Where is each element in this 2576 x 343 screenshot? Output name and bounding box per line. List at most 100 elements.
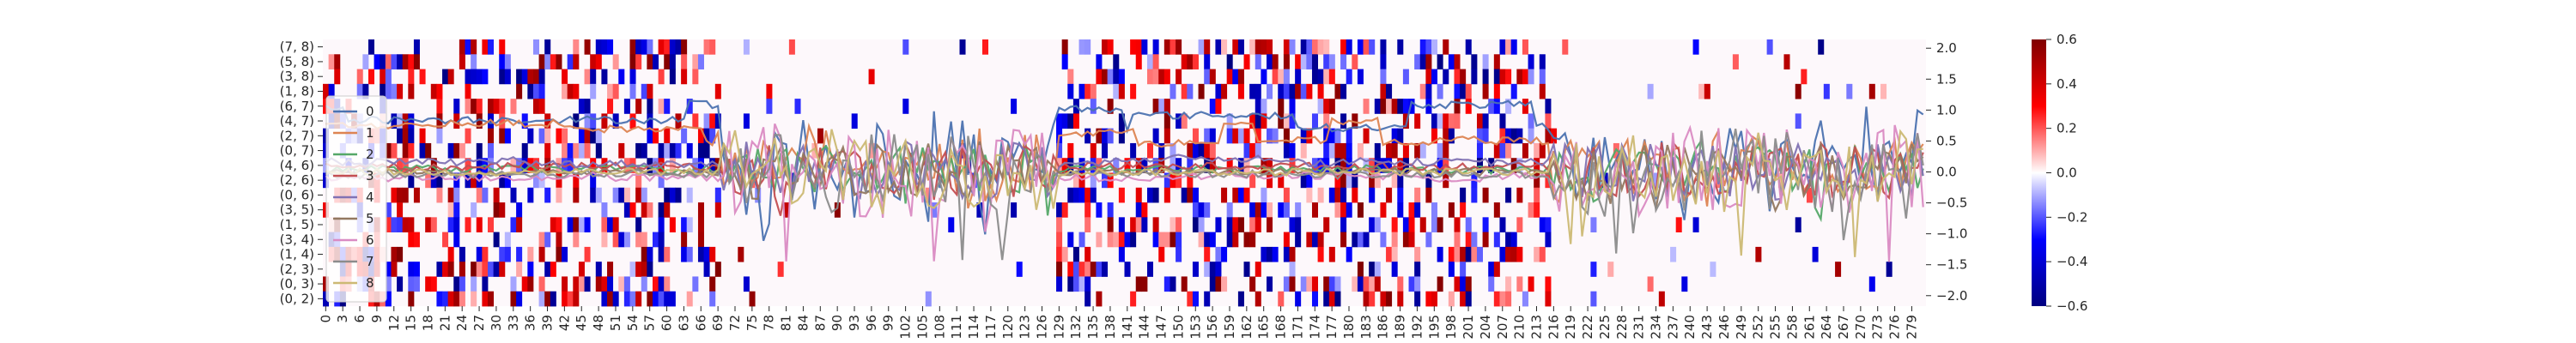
- heatmap-cell: [686, 246, 693, 262]
- y-tick-label: (0, 6): [280, 187, 314, 202]
- heatmap-cell: [1096, 291, 1103, 307]
- x-tick-label: 126: [1035, 315, 1050, 340]
- heatmap-cell: [1163, 232, 1170, 248]
- heatmap-cell: [1278, 172, 1285, 189]
- heatmap-cell: [1170, 83, 1176, 99]
- heatmap-cell: [1300, 83, 1307, 99]
- heatmap-cell: [368, 39, 374, 55]
- heatmap-cell: [1226, 54, 1233, 69]
- heatmap-cell: [1067, 262, 1074, 277]
- heatmap-cell: [692, 69, 699, 85]
- heatmap-cell: [1528, 276, 1534, 292]
- heatmap-cell: [1192, 202, 1199, 218]
- heatmap-cell: [532, 99, 539, 114]
- heatmap-cell: [1334, 172, 1341, 189]
- heatmap-cell: [703, 246, 710, 262]
- x-tick-label: 210: [1512, 315, 1528, 340]
- heatmap-cell: [1061, 158, 1068, 173]
- heatmap-cell: [652, 232, 659, 248]
- heatmap-cell: [1545, 232, 1552, 248]
- x-tick-label: 3: [335, 315, 350, 323]
- heatmap-cell: [1283, 113, 1290, 129]
- heatmap-cell: [1176, 246, 1182, 262]
- heatmap-cell: [1243, 187, 1250, 203]
- heatmap-cell: [1493, 83, 1500, 99]
- heatmap-cell: [1152, 69, 1159, 85]
- x-tick-label: 165: [1256, 315, 1272, 340]
- heatmap-cell: [482, 276, 489, 292]
- heatmap-cell: [430, 276, 437, 292]
- heatmap-cell: [647, 113, 653, 129]
- heatmap-cell: [1102, 128, 1109, 144]
- heatmap-cell: [1488, 276, 1495, 292]
- heatmap-cell: [607, 262, 614, 277]
- heatmap-cell: [601, 232, 608, 248]
- heatmap-cell: [1408, 99, 1415, 114]
- heatmap-cell: [686, 187, 693, 203]
- heatmap-cell: [1386, 99, 1393, 114]
- heatmap-cell: [1476, 142, 1483, 159]
- heatmap-cell: [1386, 142, 1393, 159]
- heatmap-cell: [1522, 142, 1528, 159]
- heatmap-cell: [1835, 262, 1842, 277]
- heatmap-cell: [1402, 142, 1409, 159]
- heatmap-cell: [1306, 187, 1313, 203]
- y-tick-label: (2, 3): [280, 262, 314, 277]
- heatmap-cell: [629, 291, 636, 307]
- heatmap-cell: [1437, 113, 1443, 129]
- heatmap-cell: [459, 142, 465, 159]
- heatmap-cell: [1545, 276, 1552, 292]
- heatmap-cell: [1072, 187, 1079, 203]
- heatmap-cell: [1278, 99, 1285, 114]
- heatmap-cell: [1397, 172, 1404, 189]
- heatmap-cell: [681, 39, 688, 55]
- heatmap-cell: [1056, 142, 1063, 159]
- heatmap-cell: [1243, 142, 1250, 159]
- heatmap-cell: [1482, 113, 1489, 129]
- heatmap-cell: [408, 128, 415, 144]
- heatmap-cell: [1152, 217, 1159, 233]
- heatmap-cell: [743, 276, 750, 292]
- heatmap-cell: [1300, 276, 1307, 292]
- heatmap-cell: [1072, 113, 1079, 129]
- heatmap-cell: [562, 83, 568, 99]
- heatmap-cell: [1328, 54, 1335, 69]
- heatmap-cell: [538, 54, 545, 69]
- heatmap-cell: [709, 291, 716, 307]
- line-axis-tick-label: 0.5: [1936, 133, 1957, 148]
- heatmap-cell: [556, 187, 562, 203]
- heatmap-cell: [1249, 39, 1256, 55]
- x-tick-label: 138: [1103, 315, 1118, 340]
- heatmap-cell: [334, 54, 341, 69]
- heatmap-cell: [709, 113, 716, 129]
- heatmap-cell: [1249, 232, 1256, 248]
- heatmap-cell: [1135, 217, 1142, 233]
- heatmap-cell: [1340, 217, 1347, 233]
- x-tick-label: 33: [506, 315, 521, 331]
- heatmap-cell: [664, 187, 671, 203]
- legend: 0 1 2 3 4 5 6 7 8: [325, 95, 387, 303]
- heatmap-cell: [1272, 69, 1279, 85]
- heatmap-cell: [766, 99, 773, 114]
- heatmap-cell: [419, 128, 426, 144]
- heatmap-cell: [1255, 128, 1261, 144]
- heatmap-cell: [1499, 128, 1506, 144]
- heatmap-cell: [1516, 69, 1523, 85]
- heatmap-cell: [1647, 276, 1654, 292]
- heatmap-cell: [476, 217, 483, 233]
- heatmap-cell: [1488, 99, 1495, 114]
- heatmap-cell: [391, 262, 398, 277]
- heatmap-cell: [397, 217, 404, 233]
- heatmap-cell: [1226, 232, 1233, 248]
- heatmap-cell: [1061, 246, 1068, 262]
- heatmap-cell: [1471, 246, 1478, 262]
- heatmap-cell: [1499, 39, 1506, 55]
- heatmap-cell: [453, 99, 460, 114]
- heatmap-cell: [595, 128, 602, 144]
- y-tick-label: (3, 8): [280, 69, 314, 84]
- heatmap-cell: [1102, 39, 1109, 55]
- heatmap-cell: [1437, 158, 1443, 173]
- heatmap-cell: [1476, 128, 1483, 144]
- heatmap-cell: [1460, 83, 1467, 99]
- heatmap-cell: [471, 291, 477, 307]
